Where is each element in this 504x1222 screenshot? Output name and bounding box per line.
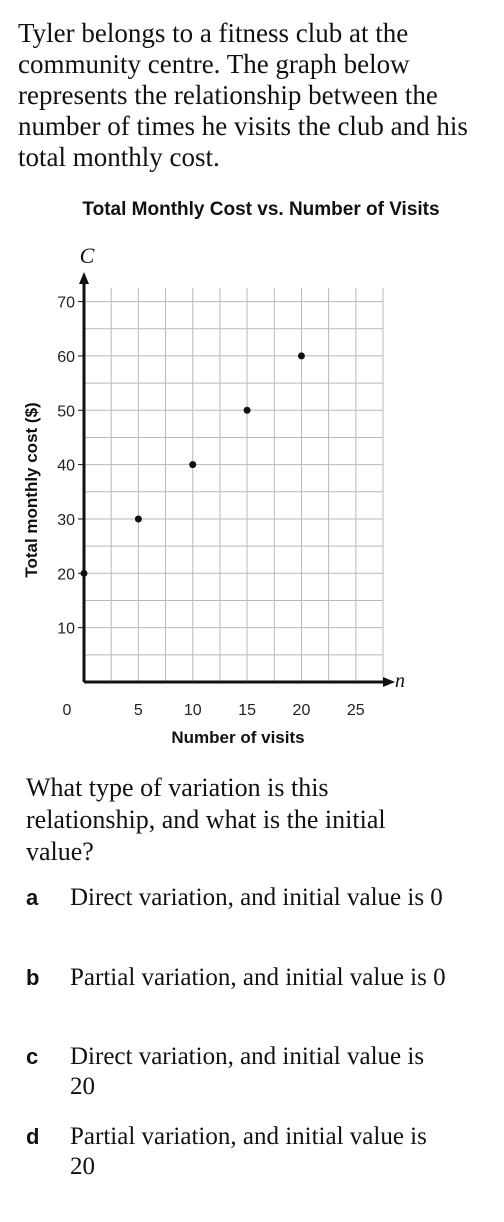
- y-tick-label: 40: [57, 458, 75, 475]
- y-axis-variable: C: [80, 243, 95, 268]
- chart-ticks: 10 20 30 40 50 60 70 5 10 15 20 25 0: [57, 295, 365, 719]
- chart-title: Total Monthly Cost vs. Number of Visits: [82, 199, 440, 220]
- y-tick-label: 50: [57, 403, 75, 420]
- option-letter: b: [26, 965, 40, 990]
- x-axis-arrow: [383, 677, 395, 687]
- y-axis-label: Total monthly cost ($): [22, 402, 41, 577]
- origin-label: 0: [63, 702, 72, 719]
- option-text: Direct variation, and initial value is 2…: [70, 1043, 425, 1100]
- data-point: [80, 569, 88, 577]
- option-letter: a: [26, 885, 39, 910]
- chart-points: [80, 352, 305, 577]
- option-text: Partial variation, and initial value is …: [70, 964, 446, 991]
- x-tick-label: 25: [347, 702, 365, 719]
- x-tick-label: 15: [238, 702, 256, 719]
- x-tick-label: 5: [134, 702, 143, 719]
- question-intro: Tyler belongs to a fitness club at the c…: [18, 18, 468, 172]
- data-point: [243, 406, 251, 414]
- x-axis-variable: n: [395, 670, 405, 692]
- data-point: [189, 461, 197, 469]
- data-point: [297, 352, 305, 360]
- y-tick-label: 70: [57, 295, 75, 312]
- x-tick-label: 20: [293, 702, 311, 719]
- option-text: Direct variation, and initial value is 0: [70, 884, 443, 911]
- x-axis-label: Number of visits: [171, 728, 304, 747]
- y-tick-label: 10: [57, 621, 75, 638]
- chart-labels: Number of visits Total monthly cost ($) Cn: [22, 243, 405, 747]
- chart-grid: [84, 288, 384, 682]
- y-axis-arrow: [79, 272, 89, 284]
- data-point: [134, 515, 142, 523]
- y-tick-label: 30: [57, 512, 75, 529]
- x-tick-label: 10: [184, 702, 202, 719]
- y-tick-label: 20: [57, 566, 75, 583]
- question-text: What type of variation is this relations…: [26, 773, 386, 866]
- option-text: Partial variation, and initial value is …: [70, 1123, 427, 1180]
- option-letter: d: [26, 1124, 40, 1149]
- scatter-chart: 10 20 30 40 50 60 70 5 10 15 20 25 0 Number of visit…: [22, 243, 405, 747]
- chart-axes: [79, 272, 395, 687]
- y-tick-label: 60: [57, 349, 75, 366]
- option-letter: c: [26, 1044, 39, 1069]
